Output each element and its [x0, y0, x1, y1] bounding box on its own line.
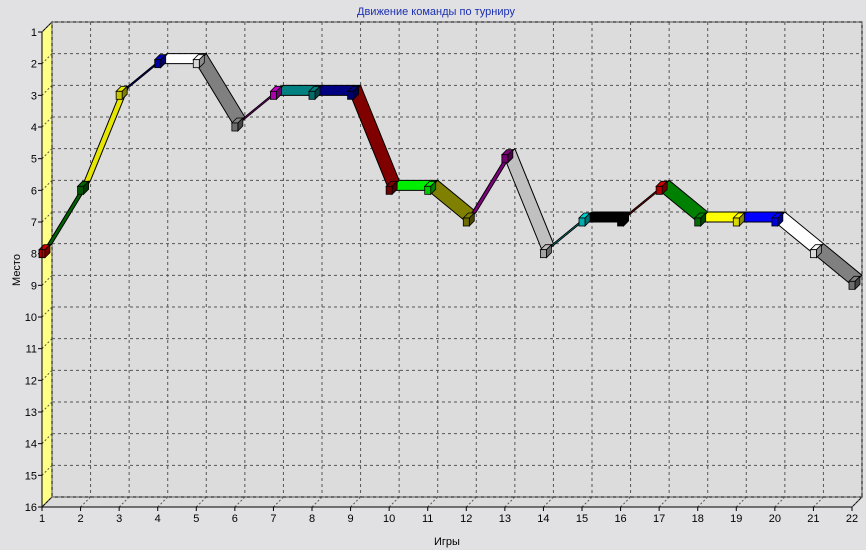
y-tick-label: 9	[31, 280, 37, 292]
point-marker	[732, 217, 740, 227]
point-marker	[501, 154, 509, 164]
point-marker	[154, 59, 162, 69]
y-tick-label: 14	[25, 439, 37, 451]
y-tick-label: 12	[25, 375, 37, 387]
point-marker	[192, 59, 200, 69]
point-marker	[578, 217, 586, 227]
x-tick-label: 7	[270, 513, 276, 525]
floor	[40, 496, 864, 508]
point-marker	[231, 122, 239, 132]
x-axis-title: Игры	[434, 536, 460, 548]
grid	[41, 21, 863, 508]
point-marker	[270, 90, 277, 100]
point-marker	[694, 217, 702, 227]
y-tick-label: 11	[26, 344, 37, 356]
series-marks	[38, 52, 863, 291]
x-tick-label: 16	[614, 513, 626, 525]
y-tick-label: 13	[25, 407, 37, 419]
x-tick-label: 18	[692, 513, 704, 525]
y-tick-label: 5	[31, 154, 37, 166]
x-tick-label: 12	[460, 513, 472, 525]
y-tick-label: 4	[31, 122, 37, 134]
x-tick-label: 5	[193, 513, 199, 525]
x-axis-ticks: 1 2 3 4 5 6 7 8 9 10 11 12 13 14 15 16 17 18 19 20 21 22	[39, 507, 858, 525]
point-marker	[462, 217, 470, 227]
point-marker	[385, 185, 393, 195]
y-axis-title: Место	[11, 254, 23, 286]
point-marker	[424, 185, 432, 195]
plot-area	[51, 21, 863, 498]
x-tick-label: 2	[78, 513, 84, 525]
x-tick-label: 1	[39, 513, 45, 525]
y-tick-label: 3	[31, 90, 37, 102]
x-tick-label: 3	[116, 513, 122, 525]
point-marker	[810, 249, 817, 259]
point-marker	[771, 217, 779, 227]
x-tick-label: 19	[730, 513, 742, 525]
x-tick-label: 11	[422, 513, 433, 525]
left-wall	[41, 20, 53, 509]
x-tick-label: 21	[807, 513, 819, 525]
point-marker	[848, 280, 856, 290]
y-tick-label: 15	[25, 470, 37, 482]
x-tick-label: 8	[309, 513, 315, 525]
y-tick-label: 16	[25, 502, 37, 514]
y-tick-label: 6	[31, 185, 37, 197]
y-tick-label: 7	[31, 217, 37, 229]
x-tick-label: 13	[499, 513, 511, 525]
y-tick-label: 10	[25, 312, 37, 324]
point-marker	[617, 217, 624, 227]
chart-title: Движение команды по турниру	[357, 6, 515, 18]
x-tick-label: 15	[576, 513, 588, 525]
x-tick-label: 22	[846, 513, 858, 525]
x-tick-label: 14	[537, 513, 549, 525]
point-marker	[77, 185, 84, 195]
point-marker	[655, 185, 663, 195]
y-tick-label: 8	[31, 249, 37, 261]
y-tick-label: 2	[31, 59, 37, 71]
point-marker	[115, 90, 123, 100]
x-tick-label: 6	[232, 513, 238, 525]
y-tick-label: 1	[31, 27, 37, 39]
point-marker	[540, 249, 547, 259]
x-tick-label: 17	[653, 513, 665, 525]
point-marker	[308, 90, 316, 100]
x-tick-label: 9	[348, 513, 354, 525]
x-tick-label: 20	[769, 513, 781, 525]
x-tick-label: 4	[155, 513, 161, 525]
point-marker	[347, 90, 354, 100]
x-tick-label: 10	[383, 513, 395, 525]
